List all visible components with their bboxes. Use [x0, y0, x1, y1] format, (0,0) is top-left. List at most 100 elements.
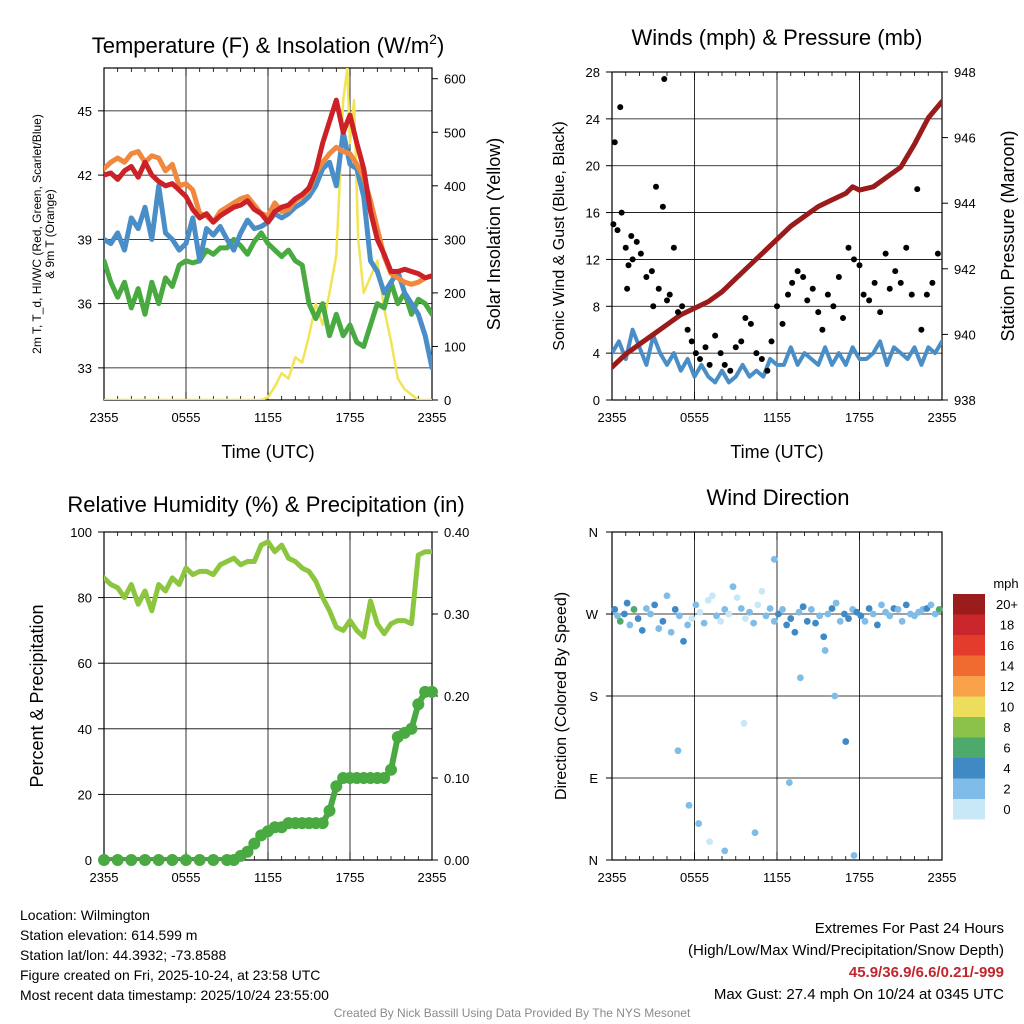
x-tick-label: 0555 [680, 410, 709, 425]
y-tick-label: 0 [85, 853, 92, 868]
direction-point [706, 838, 714, 846]
gust-point [679, 303, 686, 310]
extremes-values: 45.9/36.9/6.6/0.21/-999 [848, 964, 1004, 981]
gust-point [835, 274, 842, 280]
gust-point [923, 291, 930, 298]
gust-point [908, 291, 915, 298]
direction-tick-label: W [586, 607, 599, 622]
extremes-description: (High/Low/Max Wind/Precipitation/Snow De… [688, 942, 1004, 959]
gust-point [666, 291, 673, 298]
gust-point [650, 303, 657, 310]
direction-point [816, 612, 824, 620]
x-tick-label: 2355 [928, 870, 957, 885]
direction-point [774, 610, 782, 618]
precip-point [193, 854, 206, 866]
gust-point [670, 244, 677, 251]
direction-point [857, 612, 865, 620]
colorbar-swatch [953, 799, 985, 820]
direction-title: Wind Direction [706, 485, 849, 510]
direction-point [850, 852, 858, 859]
series-line-9m-t [104, 144, 432, 287]
precip-point [405, 722, 418, 735]
x-tick-label: 2355 [928, 410, 957, 425]
direction-point [770, 555, 778, 563]
direction-point [663, 592, 671, 600]
gust-point [886, 285, 893, 292]
colorbar-label: 4 [1003, 761, 1010, 776]
direction-point [935, 606, 943, 613]
direction-point [746, 608, 753, 616]
direction-point [779, 606, 786, 613]
direction-point [845, 615, 852, 622]
direction-point [931, 610, 939, 618]
x-tick-label: 2355 [90, 410, 119, 425]
direction-point [869, 610, 877, 618]
colorbar-unit: mph [993, 576, 1018, 591]
direction-point [807, 606, 815, 613]
gust-point [637, 250, 644, 257]
gust-point [653, 183, 659, 190]
temperature-title: Temperature (F) & Insolation (W/m2) [92, 31, 445, 58]
direction-point [787, 615, 795, 622]
colorbar-label: 2 [1003, 782, 1010, 797]
gust-point [860, 291, 867, 298]
gust-point [764, 367, 771, 374]
y2-tick-label: 0.20 [444, 689, 469, 704]
gust-point [633, 238, 640, 245]
direction-point [721, 847, 729, 855]
gust-point [809, 285, 816, 292]
gust-point [753, 350, 760, 357]
gust-point [851, 256, 857, 263]
x-tick-label: 1155 [254, 870, 282, 885]
gust-point [774, 303, 780, 310]
temperature-panel: 2355 0555 1155 1755 2355 33 36 39 42 45 0 100 200 300… [30, 31, 504, 462]
gust-point [643, 274, 650, 280]
colorbar-swatch [953, 717, 985, 738]
direction-point [831, 692, 839, 700]
direction-point [832, 599, 840, 607]
direction-point [821, 647, 829, 654]
direction-point [785, 779, 793, 786]
humidity-ylabel: Percent & Precipitation [27, 604, 47, 787]
x-tick-label: 2355 [598, 870, 627, 885]
colorbar-label: 18 [1000, 618, 1014, 633]
colorbar-swatch [953, 676, 985, 697]
y2-tick-label: 944 [954, 196, 976, 211]
x-tick-label: 2355 [90, 870, 119, 885]
gust-point [727, 367, 734, 374]
direction-point [865, 605, 873, 612]
extremes-title: Extremes For Past 24 Hours [814, 920, 1004, 937]
gust-point [918, 326, 925, 333]
gust-point [804, 297, 811, 304]
created-text: Figure created on Fri, 2025-10-24, at 23… [20, 967, 321, 983]
gust-point [789, 279, 796, 286]
colorbar-label: 6 [1003, 741, 1010, 756]
series-line-relative-humidity [104, 539, 432, 640]
series-line-t-d [104, 230, 432, 349]
gust-point [779, 320, 786, 327]
series-line-solar-insolation [104, 68, 432, 400]
direction-point [898, 617, 906, 625]
gust-point [717, 350, 724, 357]
y2-tick-label: 0.00 [444, 853, 469, 868]
direction-point [840, 610, 848, 618]
y-tick-label: 60 [78, 656, 92, 671]
gust-point [785, 291, 791, 298]
direction-point [708, 592, 716, 600]
insolation-ylabel: Solar Insolation (Yellow) [484, 138, 504, 330]
precip-point [125, 854, 138, 866]
direction-point [873, 621, 881, 629]
direction-point [651, 601, 659, 609]
direction-point [762, 612, 770, 620]
gust-point [712, 332, 719, 339]
precip-point [180, 854, 192, 866]
gust-point [629, 256, 636, 263]
recent-text: Most recent data timestamp: 2025/10/24 2… [20, 987, 329, 1003]
gust-point [614, 227, 621, 234]
direction-point [791, 628, 799, 636]
x-tick-label: 1755 [336, 410, 365, 425]
series-line-2m-t [104, 97, 432, 281]
precip-point [330, 780, 343, 793]
gust-point [628, 233, 635, 239]
precip-point [412, 698, 425, 711]
